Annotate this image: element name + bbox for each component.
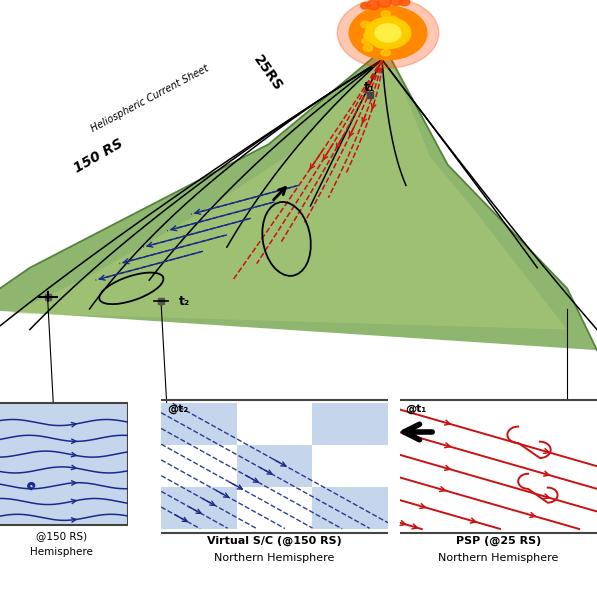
- FancyBboxPatch shape: [394, 399, 597, 533]
- Text: Hemisphere: Hemisphere: [30, 547, 93, 557]
- Bar: [0, 403, 128, 525]
- Circle shape: [398, 33, 407, 39]
- Text: Northern Hemisphere: Northern Hemisphere: [438, 553, 559, 562]
- Text: Northern Hemisphere: Northern Hemisphere: [214, 553, 335, 562]
- Text: t₁: t₁: [364, 81, 376, 94]
- Bar: [312, 404, 388, 445]
- Circle shape: [396, 23, 405, 30]
- Circle shape: [404, 41, 413, 47]
- Polygon shape: [12, 47, 567, 330]
- Circle shape: [375, 24, 401, 42]
- Circle shape: [390, 0, 402, 5]
- Circle shape: [399, 0, 410, 6]
- Circle shape: [376, 36, 385, 42]
- Circle shape: [392, 27, 402, 34]
- Text: t₂: t₂: [179, 295, 190, 308]
- Text: Virtual S/C (@150 RS): Virtual S/C (@150 RS): [207, 536, 342, 546]
- Text: @150 RS): @150 RS): [36, 531, 87, 541]
- Circle shape: [392, 39, 402, 46]
- Bar: [312, 487, 388, 529]
- Circle shape: [377, 29, 387, 36]
- Text: @t₂: @t₂: [167, 404, 188, 414]
- Text: 150 RS: 150 RS: [72, 137, 126, 176]
- Circle shape: [361, 2, 370, 9]
- Circle shape: [396, 30, 406, 36]
- Circle shape: [349, 6, 427, 60]
- Bar: [237, 404, 312, 445]
- Bar: [161, 445, 237, 487]
- Circle shape: [359, 32, 369, 39]
- Circle shape: [367, 1, 380, 10]
- Circle shape: [384, 26, 394, 32]
- Bar: [237, 445, 312, 487]
- Circle shape: [337, 0, 439, 68]
- Circle shape: [370, 24, 379, 31]
- Text: Heliospheric Current Sheet: Heliospheric Current Sheet: [90, 63, 211, 134]
- Circle shape: [370, 19, 379, 26]
- Bar: [312, 445, 388, 487]
- Circle shape: [382, 19, 392, 25]
- Text: 25RS: 25RS: [251, 53, 285, 94]
- Circle shape: [395, 18, 404, 24]
- Text: PSP (@25 RS): PSP (@25 RS): [456, 536, 541, 546]
- Circle shape: [381, 26, 390, 32]
- Bar: [161, 487, 237, 529]
- Circle shape: [380, 35, 389, 42]
- Text: @t₁: @t₁: [405, 404, 426, 414]
- Bar: [237, 487, 312, 529]
- Circle shape: [402, 30, 412, 36]
- Circle shape: [371, 35, 380, 41]
- Circle shape: [389, 44, 398, 51]
- Bar: [161, 404, 237, 445]
- Circle shape: [377, 0, 391, 7]
- Circle shape: [381, 45, 391, 51]
- Polygon shape: [0, 45, 597, 350]
- Circle shape: [365, 17, 411, 48]
